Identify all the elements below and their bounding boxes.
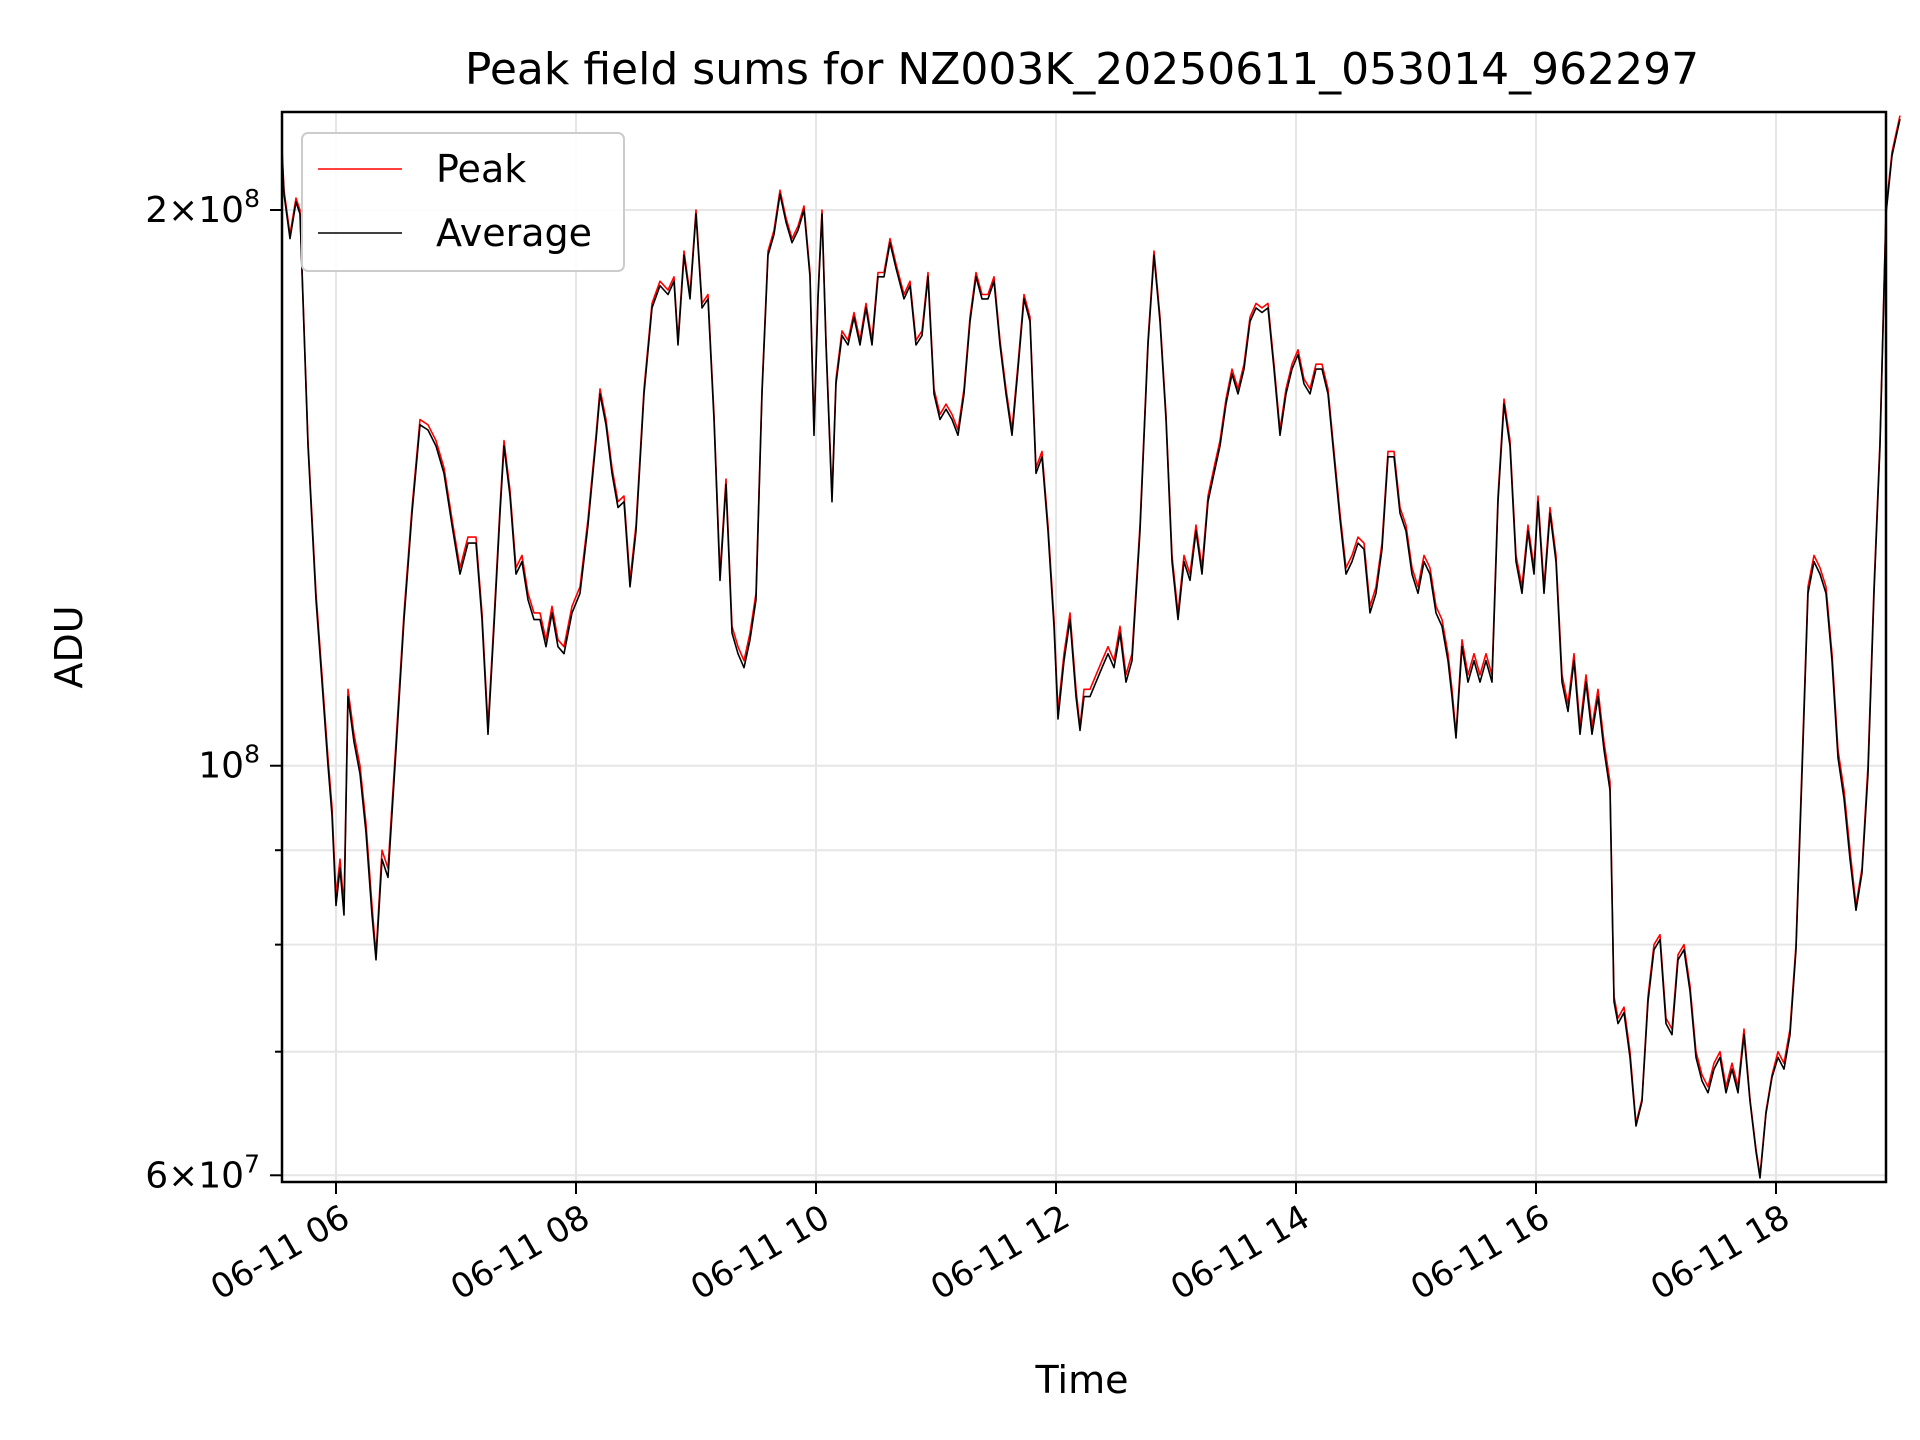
plot-frame	[280, 110, 1888, 1184]
legend-label-peak: Peak	[436, 147, 526, 191]
legend-box	[301, 132, 625, 272]
y-tick-label: 6×107	[145, 1149, 260, 1196]
y-axis-label: ADU	[47, 605, 91, 688]
series-layer	[281, 115, 1901, 1179]
chart-title: Peak field sums for NZ003K_20250611_0530…	[465, 44, 1699, 95]
grid-lines	[282, 112, 1886, 1182]
x-axis-label: Time	[1035, 1358, 1129, 1402]
y-tick-label: 2×108	[145, 184, 260, 231]
legend: Peak Average	[301, 132, 625, 272]
legend-label-average: Average	[436, 211, 592, 255]
series-line-average	[281, 118, 1901, 1179]
y-tick-label: 108	[198, 740, 260, 787]
y-axis: 6×107 108 2×108	[145, 184, 282, 1196]
